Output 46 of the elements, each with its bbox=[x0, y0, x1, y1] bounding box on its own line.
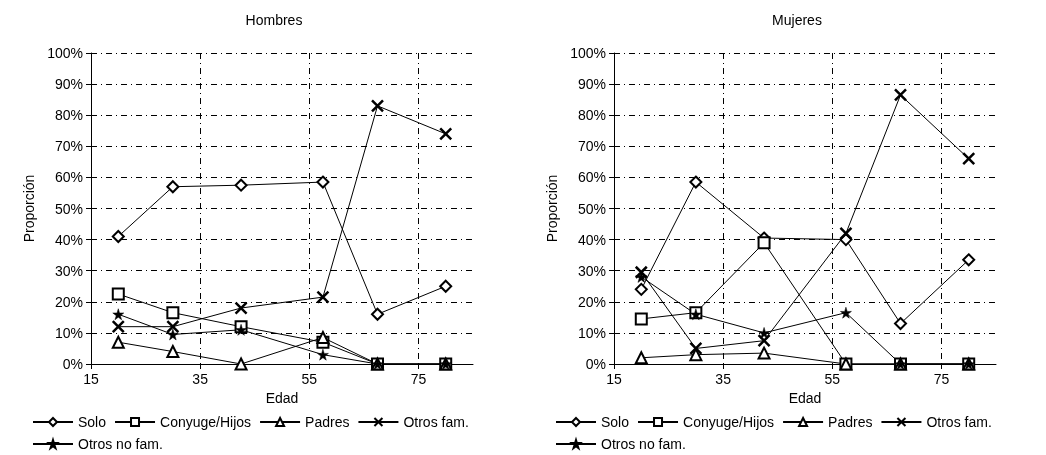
y-tick-label: 40% bbox=[577, 231, 606, 248]
x-tick-label: 55 bbox=[301, 371, 318, 387]
y-tick-label: 10% bbox=[577, 324, 606, 341]
legend-label: Solo bbox=[78, 414, 107, 430]
y-tick-label: 40% bbox=[54, 231, 83, 248]
x-axis-title: Edad bbox=[788, 389, 822, 406]
y-tick-label: 60% bbox=[54, 169, 83, 186]
legend-label: Conyuge/Hijos bbox=[683, 414, 775, 430]
y-tick-label: 30% bbox=[54, 262, 83, 279]
y-tick-label: 50% bbox=[54, 200, 83, 217]
chart-title: Hombres bbox=[245, 12, 303, 28]
legend-label: Padres bbox=[828, 414, 873, 430]
legend-label: Otros no fam. bbox=[78, 436, 163, 452]
y-tick-label: 50% bbox=[577, 200, 606, 217]
y-tick-label: 90% bbox=[54, 76, 83, 93]
y-axis-title: Proporción bbox=[544, 174, 560, 243]
x-tick-label: 15 bbox=[606, 371, 622, 387]
y-tick-label: 10% bbox=[54, 324, 83, 341]
chart-title: Mujeres bbox=[772, 12, 822, 28]
y-tick-label: 30% bbox=[577, 262, 606, 279]
y-tick-label: 0% bbox=[585, 356, 606, 372]
x-axis-title: Edad bbox=[265, 389, 299, 406]
legend-label: Otros fam. bbox=[403, 414, 469, 430]
y-tick-label: 100% bbox=[570, 45, 606, 61]
legend-label: Solo bbox=[601, 414, 630, 430]
y-axis-title: Proporción bbox=[21, 174, 37, 243]
x-tick-label: 35 bbox=[192, 371, 209, 387]
y-tick-label: 80% bbox=[54, 107, 83, 124]
y-tick-label: 100% bbox=[47, 45, 83, 61]
y-tick-label: 0% bbox=[62, 356, 83, 372]
y-tick-label: 60% bbox=[577, 169, 606, 186]
x-tick-label: 35 bbox=[715, 371, 732, 387]
x-tick-label: 15 bbox=[83, 371, 99, 387]
y-tick-label: 70% bbox=[577, 138, 606, 155]
y-tick-label: 20% bbox=[54, 293, 83, 310]
legend-label: Otros no fam. bbox=[601, 436, 686, 452]
y-tick-label: 80% bbox=[577, 107, 606, 124]
y-tick-label: 70% bbox=[54, 138, 83, 155]
y-tick-label: 20% bbox=[577, 293, 606, 310]
x-tick-label: 55 bbox=[824, 371, 841, 387]
legend-label: Conyuge/Hijos bbox=[160, 414, 252, 430]
legend-label: Otros fam. bbox=[926, 414, 992, 430]
legend-label: Padres bbox=[305, 414, 350, 430]
x-tick-label: 75 bbox=[933, 371, 950, 387]
x-tick-label: 75 bbox=[410, 371, 427, 387]
y-tick-label: 90% bbox=[577, 76, 606, 93]
